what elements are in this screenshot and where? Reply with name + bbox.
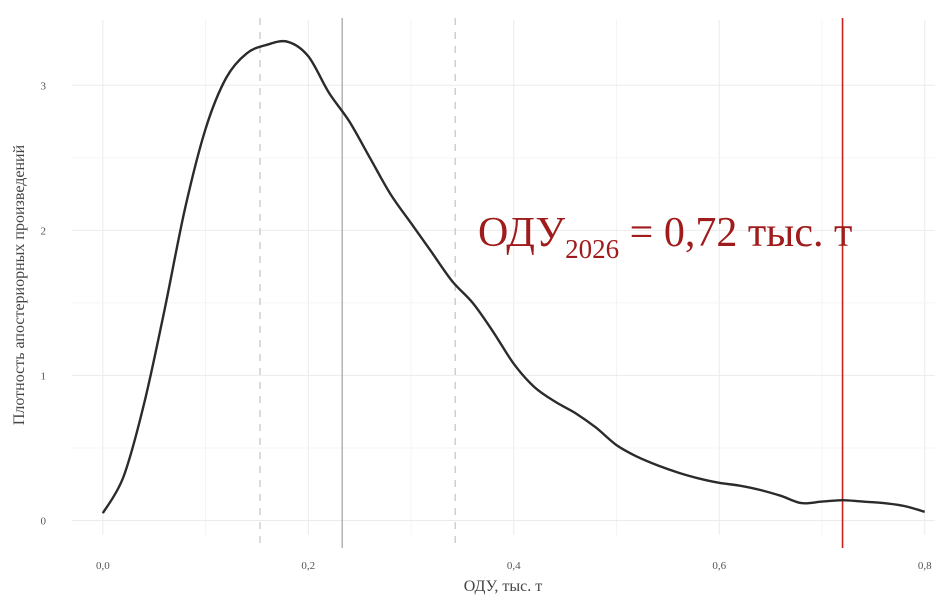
odu-annotation-prefix: ОДУ xyxy=(478,210,565,256)
odu-annotation: ОДУ2026 = 0,72 тыс. т xyxy=(478,210,852,264)
y-tick-label: 0 xyxy=(41,515,47,527)
odu-annotation-subscript: 2026 xyxy=(565,234,619,264)
density-curve xyxy=(101,39,926,514)
x-axis-title: ОДУ, тыс. т xyxy=(464,578,542,595)
y-tick-label: 2 xyxy=(41,225,47,237)
odu-annotation-suffix: = 0,72 тыс. т xyxy=(619,210,852,256)
density-curve-layer xyxy=(101,39,926,514)
y-axis-title: Плотность апостериорных произведений xyxy=(11,144,28,425)
y-tick-label: 1 xyxy=(41,370,47,382)
grid-lines xyxy=(72,20,935,535)
x-tick-label: 0,0 xyxy=(96,560,110,572)
tick-labels: 0,0 0,2 0,4 0,6 0,8 0 1 2 3 xyxy=(41,80,933,572)
x-tick-label: 0,4 xyxy=(507,560,521,572)
y-tick-label: 3 xyxy=(41,80,47,92)
x-tick-label: 0,6 xyxy=(712,560,726,572)
x-tick-label: 0,2 xyxy=(301,560,315,572)
reference-lines xyxy=(259,18,844,548)
x-tick-label: 0,8 xyxy=(918,560,932,572)
